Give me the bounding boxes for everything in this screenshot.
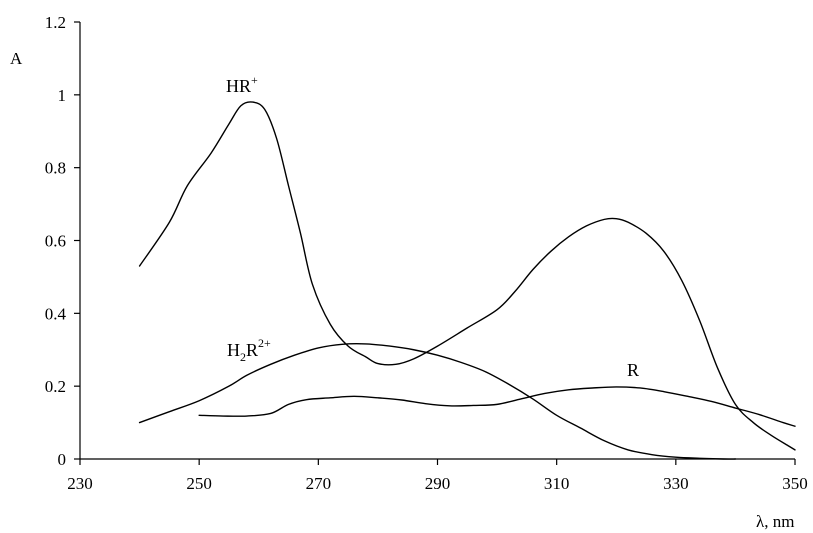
x-tick-label: 330	[663, 474, 689, 493]
y-tick-label: 1	[58, 86, 67, 105]
series-label-h2r2-plus: H2R2+	[227, 336, 271, 364]
y-tick-label: 0.4	[45, 304, 67, 323]
x-tick-label: 250	[186, 474, 212, 493]
y-tick-label: 0.2	[45, 377, 66, 396]
y-axis-label: A	[10, 49, 23, 68]
y-tick-label: 0.8	[45, 159, 66, 178]
series-label-hr-plus: HR+	[226, 73, 258, 96]
curves	[138, 101, 796, 460]
x-tick-label: 270	[306, 474, 332, 493]
y-tick-label: 1.2	[45, 13, 66, 32]
axes: 0 0.2 0.4 0.6 0.8 1 1.2 230 250 270 290 310 330 350	[45, 13, 808, 493]
x-tick-label: 290	[425, 474, 451, 493]
y-tick-label: 0	[58, 450, 67, 469]
x-tick-label: 230	[67, 474, 93, 493]
series-r-curve	[198, 386, 796, 427]
x-axis-label: λ, nm	[756, 512, 794, 531]
y-tick-label: 0.6	[45, 232, 66, 251]
series-hr-plus-curve	[138, 101, 796, 451]
x-tick-label: 310	[544, 474, 570, 493]
curve-labels: HR+ H2R2+ R	[226, 73, 639, 380]
series-h2r2-plus-curve	[138, 343, 737, 460]
x-tick-label: 350	[782, 474, 808, 493]
series-label-r: R	[627, 360, 639, 380]
